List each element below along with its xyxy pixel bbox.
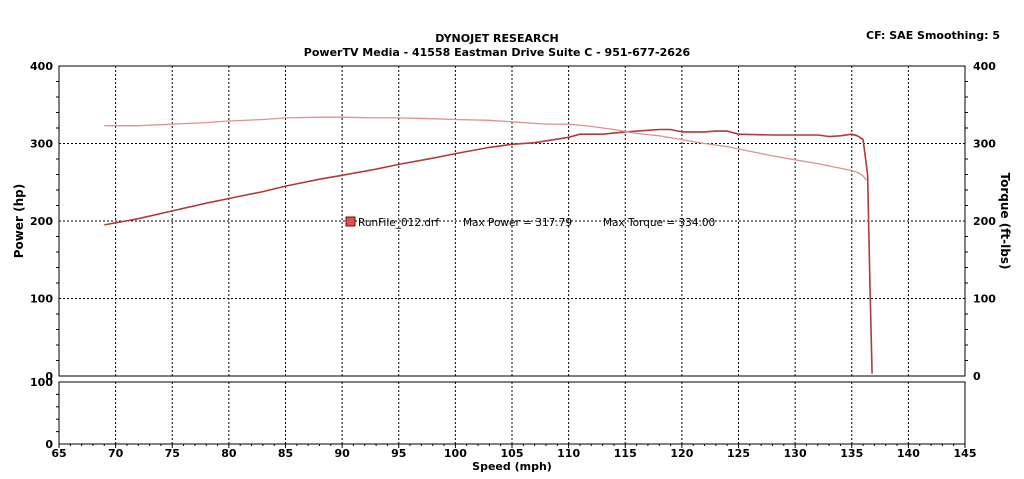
legend-max-power: Max Power = 317.79: [463, 217, 572, 229]
y-tick-label-right: 200: [973, 215, 996, 228]
legend-max-torque: Max Torque = 334.00: [603, 217, 715, 229]
y-tick-label-left: 0: [45, 370, 53, 383]
x-tick-label: 90: [334, 447, 350, 460]
tick-marks: [56, 81, 968, 448]
y-tick-label-left: 200: [30, 215, 53, 228]
y-tick-label-right: 100: [973, 293, 996, 306]
sub-y-tick-label: 100: [30, 376, 53, 389]
x-tick-label: 75: [165, 447, 180, 460]
tick-labels: 65 70 75 80 85 90 95 100 105 110 115 120 125 130 135 14…: [30, 60, 996, 460]
x-tick-label: 80: [221, 447, 237, 460]
y-tick-label-right: 300: [973, 138, 996, 151]
legend-swatch: [345, 216, 356, 227]
legend-run-file: RunFile_012.drf: [358, 217, 439, 229]
x-tick-label: 130: [784, 447, 807, 460]
chart-title: DYNOJET RESEARCH: [435, 32, 558, 45]
x-tick-label: 135: [840, 447, 863, 460]
x-tick-label: 115: [614, 447, 637, 460]
x-tick-label: 65: [51, 447, 66, 460]
x-tick-label: 95: [391, 447, 406, 460]
x-tick-label: 110: [557, 447, 580, 460]
x-tick-label: 85: [278, 447, 293, 460]
series-line-torque: [104, 116, 867, 181]
x-tick-label: 120: [670, 447, 693, 460]
x-axis-label: Speed (mph): [472, 460, 552, 473]
x-tick-label: 140: [897, 447, 920, 460]
x-tick-label: 70: [108, 447, 124, 460]
sub-y-tick-label: 0: [45, 438, 53, 451]
y-axis-label-right: Torque (ft-lbs): [998, 173, 1012, 270]
legend: RunFile_012.drf Max Power = 317.79 Max T…: [345, 216, 715, 229]
x-tick-label: 125: [727, 447, 750, 460]
y-axis-label-left: Power (hp): [12, 184, 26, 258]
x-tick-label: 145: [954, 447, 977, 460]
chart-subtitle: PowerTV Media - 41558 Eastman Drive Suit…: [304, 46, 691, 59]
series-layer: [104, 116, 873, 374]
x-tick-label: 100: [444, 447, 467, 460]
corner-info: CF: SAE Smoothing: 5: [866, 29, 1000, 42]
y-tick-label-right: 400: [973, 60, 996, 73]
y-tick-label-left: 400: [30, 60, 53, 73]
x-tick-label: 105: [501, 447, 524, 460]
y-tick-label-right: 0: [973, 370, 981, 383]
y-tick-label-left: 300: [30, 138, 53, 151]
y-tick-label-left: 100: [30, 293, 53, 306]
